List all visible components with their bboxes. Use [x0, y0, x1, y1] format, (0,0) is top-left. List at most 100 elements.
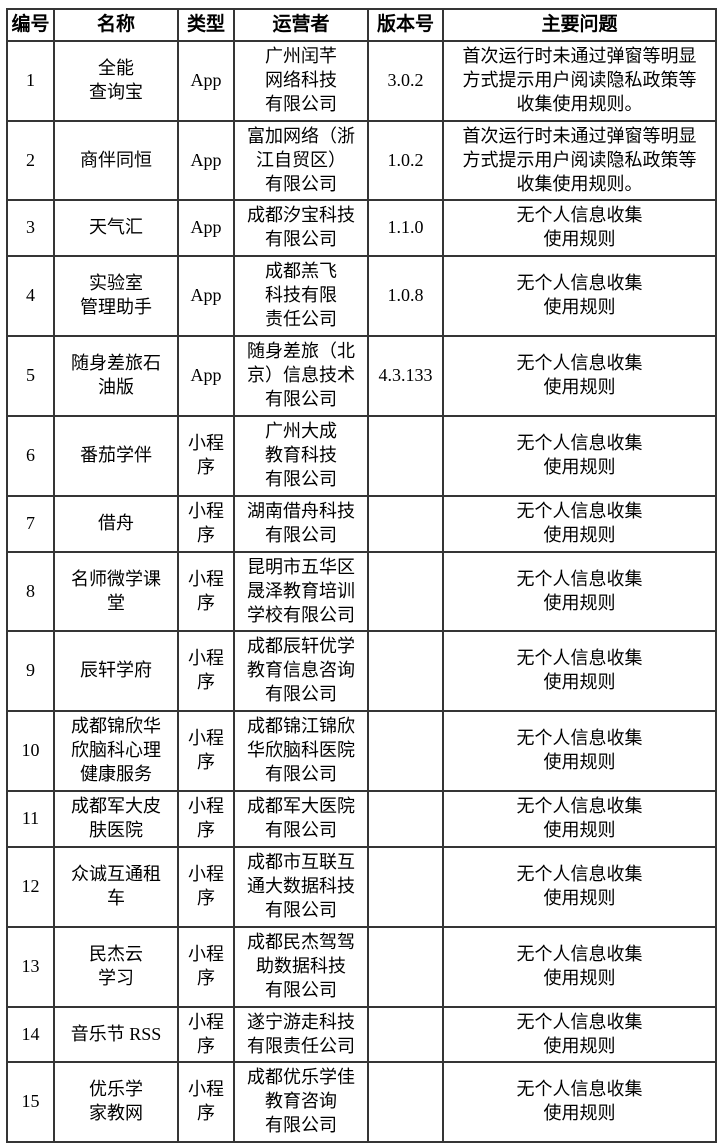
cell-id: 11	[6, 790, 55, 848]
cell-type: 小程 序	[177, 1061, 235, 1143]
cell-id: 2	[6, 119, 55, 202]
cell-operator: 富加网络（浙 江自贸区） 有限公司	[233, 119, 369, 202]
cell-type: App	[177, 199, 235, 258]
cell-issue: 首次运行时未通过弹窗等明显 方式提示用户阅读隐私政策等 收集使用规则。	[442, 119, 717, 202]
table-header-row: 编号 名称 类型 运营者 版本号 主要问题	[6, 8, 717, 42]
table-body: 1 全能 查询宝 App 广州闰芊 网络科技 有限公司 3.0.2 首次运行时未…	[6, 39, 717, 1143]
table-row: 8 名师微学课 堂 小程 序 昆明市五华区 晟泽教育培训 学校有限公司 无个人信…	[6, 550, 717, 633]
cell-version	[367, 1061, 444, 1143]
cell-type: App	[177, 255, 235, 338]
cell-type: 小程 序	[177, 494, 235, 553]
cell-version	[367, 550, 444, 633]
cell-name: 番茄学伴	[53, 414, 179, 497]
cell-id: 5	[6, 335, 55, 417]
document-page: 编号 名称 类型 运营者 版本号 主要问题 1 全能 查询宝 App 广州闰芊 …	[6, 8, 717, 1143]
table-row: 10 成都锦欣华 欣脑科心理 健康服务 小程 序 成都锦江锦欣 华欣脑科医院 有…	[6, 710, 717, 793]
column-header-id: 编号	[6, 8, 55, 42]
table-row: 15 优乐学 家教网 小程 序 成都优乐学佳 教育咨询 有限公司 无个人信息收集…	[6, 1061, 717, 1143]
table-row: 3 天气汇 App 成都汐宝科技 有限公司 1.1.0 无个人信息收集 使用规则	[6, 199, 717, 258]
cell-version	[367, 494, 444, 553]
cell-type: 小程 序	[177, 1005, 235, 1064]
cell-name: 音乐节 RSS	[53, 1005, 179, 1064]
cell-version: 4.3.133	[367, 335, 444, 417]
cell-name: 随身差旅石 油版	[53, 335, 179, 417]
cell-operator: 成都锦江锦欣 华欣脑科医院 有限公司	[233, 710, 369, 793]
cell-operator: 成都优乐学佳 教育咨询 有限公司	[233, 1061, 369, 1143]
cell-name: 名师微学课 堂	[53, 550, 179, 633]
cell-version	[367, 630, 444, 713]
cell-id: 3	[6, 199, 55, 258]
cell-operator: 成都民杰驾驾 助数据科技 有限公司	[233, 925, 369, 1008]
cell-version	[367, 1005, 444, 1064]
cell-name: 全能 查询宝	[53, 39, 179, 122]
cell-id: 15	[6, 1061, 55, 1143]
column-header-name: 名称	[53, 8, 179, 42]
column-header-issue: 主要问题	[442, 8, 717, 42]
cell-version: 3.0.2	[367, 39, 444, 122]
cell-name: 借舟	[53, 494, 179, 553]
cell-issue: 无个人信息收集 使用规则	[442, 335, 717, 417]
cell-version: 1.0.8	[367, 255, 444, 338]
cell-operator: 成都市互联互 通大数据科技 有限公司	[233, 845, 369, 928]
cell-id: 7	[6, 494, 55, 553]
cell-type: App	[177, 39, 235, 122]
cell-version	[367, 845, 444, 928]
cell-issue: 无个人信息收集 使用规则	[442, 630, 717, 713]
cell-type: 小程 序	[177, 925, 235, 1008]
cell-issue: 无个人信息收集 使用规则	[442, 925, 717, 1008]
cell-version: 1.0.2	[367, 119, 444, 202]
cell-issue: 无个人信息收集 使用规则	[442, 494, 717, 553]
cell-id: 4	[6, 255, 55, 338]
cell-id: 1	[6, 39, 55, 122]
cell-type: 小程 序	[177, 790, 235, 848]
cell-name: 民杰云 学习	[53, 925, 179, 1008]
cell-issue: 首次运行时未通过弹窗等明显 方式提示用户阅读隐私政策等 收集使用规则。	[442, 39, 717, 122]
cell-issue: 无个人信息收集 使用规则	[442, 710, 717, 793]
cell-issue: 无个人信息收集 使用规则	[442, 414, 717, 497]
cell-issue: 无个人信息收集 使用规则	[442, 1061, 717, 1143]
column-header-operator: 运营者	[233, 8, 369, 42]
cell-name: 实验室 管理助手	[53, 255, 179, 338]
cell-type: App	[177, 335, 235, 417]
cell-name: 众诚互通租 车	[53, 845, 179, 928]
cell-type: 小程 序	[177, 630, 235, 713]
table-row: 13 民杰云 学习 小程 序 成都民杰驾驾 助数据科技 有限公司 无个人信息收集…	[6, 925, 717, 1008]
cell-issue: 无个人信息收集 使用规则	[442, 255, 717, 338]
cell-version	[367, 414, 444, 497]
table-row: 11 成都军大皮 肤医院 小程 序 成都军大医院 有限公司 无个人信息收集 使用…	[6, 790, 717, 848]
cell-operator: 遂宁游走科技 有限责任公司	[233, 1005, 369, 1064]
cell-type: 小程 序	[177, 414, 235, 497]
table-row: 4 实验室 管理助手 App 成都羔飞 科技有限 责任公司 1.0.8 无个人信…	[6, 255, 717, 338]
cell-id: 14	[6, 1005, 55, 1064]
column-header-version: 版本号	[367, 8, 444, 42]
cell-id: 13	[6, 925, 55, 1008]
cell-type: 小程 序	[177, 710, 235, 793]
cell-type: App	[177, 119, 235, 202]
cell-version: 1.1.0	[367, 199, 444, 258]
cell-operator: 随身差旅（北 京）信息技术 有限公司	[233, 335, 369, 417]
table-row: 14 音乐节 RSS 小程 序 遂宁游走科技 有限责任公司 无个人信息收集 使用…	[6, 1005, 717, 1064]
cell-name: 优乐学 家教网	[53, 1061, 179, 1143]
cell-name: 商伴同恒	[53, 119, 179, 202]
cell-operator: 成都羔飞 科技有限 责任公司	[233, 255, 369, 338]
cell-operator: 成都军大医院 有限公司	[233, 790, 369, 848]
cell-operator: 广州闰芊 网络科技 有限公司	[233, 39, 369, 122]
cell-id: 12	[6, 845, 55, 928]
cell-type: 小程 序	[177, 845, 235, 928]
cell-name: 辰轩学府	[53, 630, 179, 713]
table-row: 2 商伴同恒 App 富加网络（浙 江自贸区） 有限公司 1.0.2 首次运行时…	[6, 119, 717, 202]
cell-name: 成都锦欣华 欣脑科心理 健康服务	[53, 710, 179, 793]
cell-operator: 广州大成 教育科技 有限公司	[233, 414, 369, 497]
cell-issue: 无个人信息收集 使用规则	[442, 790, 717, 848]
table-row: 9 辰轩学府 小程 序 成都辰轩优学 教育信息咨询 有限公司 无个人信息收集 使…	[6, 630, 717, 713]
table-row: 12 众诚互通租 车 小程 序 成都市互联互 通大数据科技 有限公司 无个人信息…	[6, 845, 717, 928]
cell-version	[367, 925, 444, 1008]
cell-issue: 无个人信息收集 使用规则	[442, 199, 717, 258]
cell-version	[367, 710, 444, 793]
app-violation-table: 编号 名称 类型 运营者 版本号 主要问题 1 全能 查询宝 App 广州闰芊 …	[6, 8, 717, 1143]
cell-operator: 成都汐宝科技 有限公司	[233, 199, 369, 258]
cell-id: 8	[6, 550, 55, 633]
table-row: 7 借舟 小程 序 湖南借舟科技 有限公司 无个人信息收集 使用规则	[6, 494, 717, 553]
cell-issue: 无个人信息收集 使用规则	[442, 550, 717, 633]
cell-id: 10	[6, 710, 55, 793]
